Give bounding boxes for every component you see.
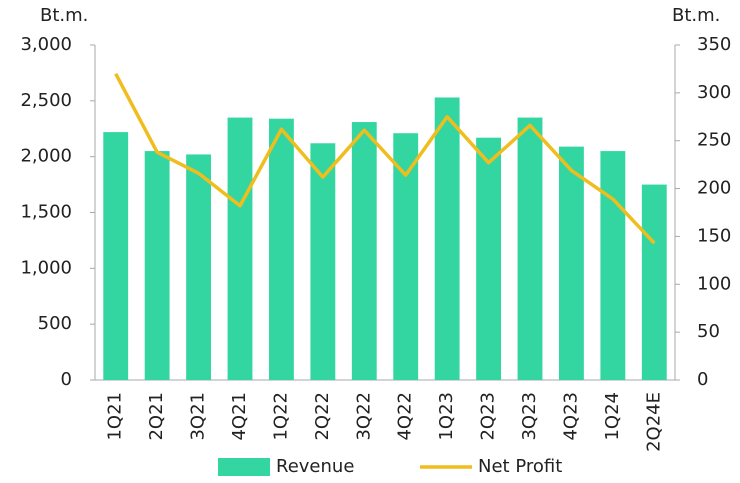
x-tick-label: 1Q21 — [105, 392, 126, 441]
x-tick-label: 3Q21 — [188, 392, 209, 441]
y2-tick-label: 200 — [697, 178, 731, 199]
bar — [517, 117, 543, 380]
x-tick-label: 1Q22 — [270, 392, 291, 441]
bar — [103, 132, 129, 380]
y2-tick-label: 100 — [697, 273, 731, 294]
y2-tick-label: 300 — [697, 82, 731, 103]
y2-tick-label: 50 — [697, 321, 720, 342]
y2-tick-label: 250 — [697, 130, 731, 151]
y2-tick-label: 0 — [697, 369, 708, 390]
x-tick-label: 2Q24E — [643, 392, 664, 452]
bar — [476, 137, 501, 380]
line — [114, 72, 656, 245]
x-tick-label: 2Q21 — [146, 392, 167, 441]
x-tick-label: 4Q23 — [560, 392, 581, 441]
y-tick-label: 0 — [61, 369, 72, 390]
x-tick-label: 4Q22 — [395, 392, 416, 441]
y-tick-label: 500 — [38, 313, 72, 334]
x-tick-label: 2Q22 — [312, 392, 333, 441]
bar — [434, 97, 460, 380]
x-tick-label: 3Q22 — [353, 392, 374, 441]
y-tick-label: 2,500 — [20, 90, 72, 111]
legend-label: Revenue — [276, 456, 354, 477]
bar — [641, 184, 667, 380]
bar — [186, 154, 211, 380]
x-tick-label: 3Q23 — [519, 392, 540, 441]
bar — [310, 143, 336, 380]
y-tick-label: 1,000 — [20, 257, 72, 278]
bar — [269, 118, 294, 380]
bar — [600, 151, 626, 380]
y-tick-label: 2,000 — [20, 146, 72, 167]
bar — [144, 151, 170, 380]
y-tick-label: 1,500 — [20, 202, 72, 223]
legend-swatch — [218, 458, 270, 476]
y-axis-label: Bt.m. — [40, 5, 88, 26]
bar — [393, 133, 419, 380]
x-tick-label: 1Q24 — [602, 392, 623, 441]
x-tick-label: 1Q23 — [436, 392, 457, 441]
y2-tick-label: 350 — [697, 34, 731, 55]
y-tick-label: 3,000 — [20, 34, 72, 55]
legend-label: Net Profit — [478, 456, 562, 477]
y2-tick-label: 150 — [697, 225, 731, 246]
y2-axis-label: Bt.m. — [672, 5, 720, 26]
bar — [559, 146, 584, 380]
x-tick-label: 4Q21 — [229, 392, 250, 441]
x-tick-label: 2Q23 — [478, 392, 499, 441]
bar — [227, 117, 253, 380]
bar — [351, 122, 377, 381]
